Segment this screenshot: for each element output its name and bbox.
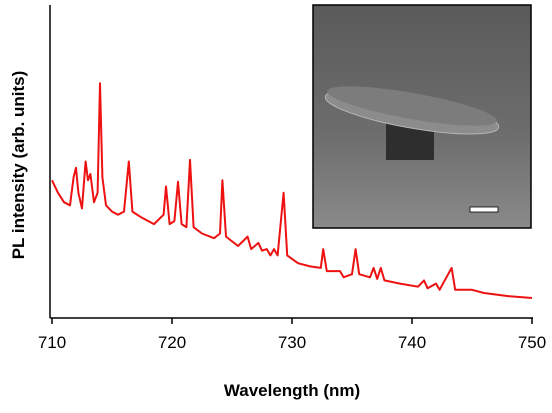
x-tick-label: 710	[38, 333, 66, 352]
x-tick-label: 730	[278, 333, 306, 352]
y-axis-label: PL intensity (arb. units)	[9, 71, 28, 260]
x-tick-label: 740	[398, 333, 426, 352]
x-tick-label: 750	[518, 333, 546, 352]
inset-image	[312, 4, 532, 229]
x-tick-label: 720	[158, 333, 186, 352]
spectrum-line	[51, 82, 533, 299]
x-axis-label: Wavelength (nm)	[224, 381, 360, 400]
